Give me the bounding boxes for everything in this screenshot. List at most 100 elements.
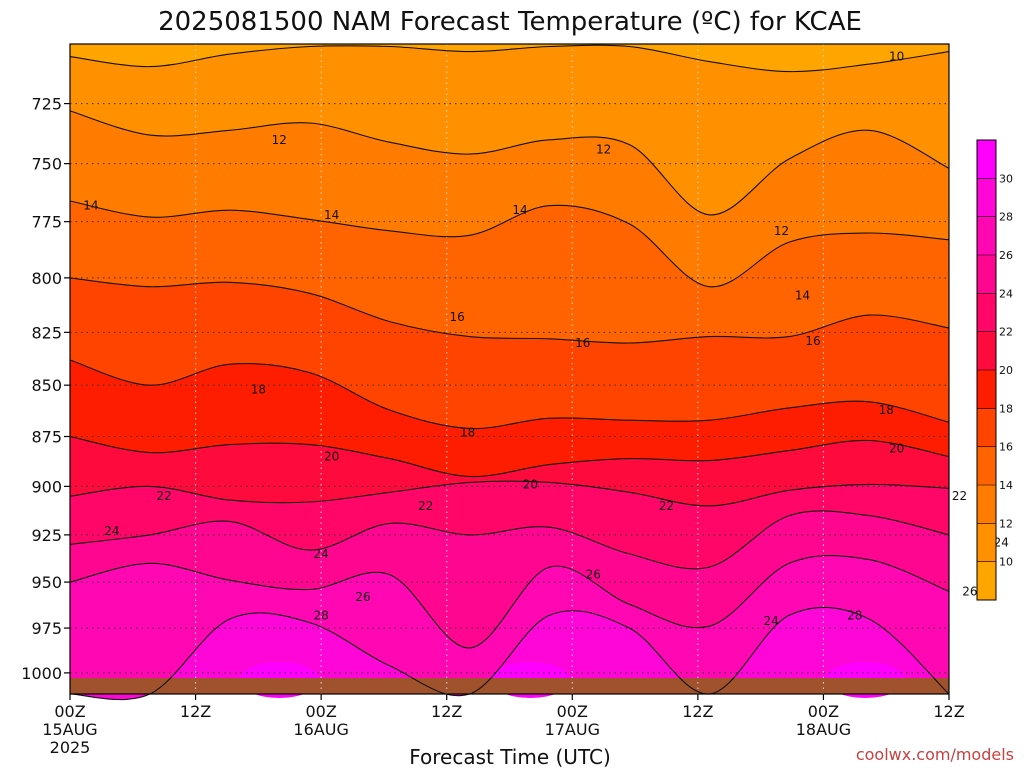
- contour-label-26: 26: [586, 568, 601, 582]
- temperature-fills: [70, 45, 949, 700]
- contour-label-12: 12: [774, 224, 789, 238]
- contour-label-18: 18: [460, 425, 475, 439]
- contour-label-22: 22: [157, 489, 172, 503]
- contour-label-14: 14: [83, 199, 98, 213]
- contour-label-24: 24: [314, 547, 329, 561]
- contour-label-24: 24: [763, 614, 778, 628]
- x-tick-label-h12-0: 12Z: [180, 702, 211, 721]
- contour-label-12: 12: [596, 142, 611, 156]
- colorbar-label-18: 18: [999, 402, 1013, 415]
- contour-label-20: 20: [889, 442, 904, 456]
- plot-area: 10 12 12 12 14 14 14 14 16 16 16 18 18 18 20 20 20 22 22 22…: [69, 43, 1009, 701]
- x-tick-label-h24-1: 16AUG: [293, 720, 348, 739]
- contour-label-22: 22: [952, 489, 967, 503]
- contour-label-28: 28: [314, 608, 329, 622]
- contour-label-26: 26: [962, 584, 977, 598]
- x-tick-label-h48-1: 17AUG: [545, 720, 600, 739]
- colorbar-segment-3: [977, 446, 996, 486]
- x-tick-label-h72-0: 00Z: [808, 702, 839, 721]
- contour-label-10: 10: [889, 50, 904, 64]
- contour-label-22: 22: [418, 499, 433, 513]
- contour-label-18: 18: [879, 403, 894, 417]
- y-tick-label-1000: 1000: [21, 664, 62, 683]
- x-tick-label-h48-0: 00Z: [557, 702, 588, 721]
- contour-labels: 10 12 12 12 14 14 14 14 16 16 16 18 18 18 20 20 20 22 22 22…: [83, 50, 1009, 628]
- colorbar-segment-10: [977, 178, 996, 218]
- y-tick-label-950: 950: [31, 573, 62, 592]
- colorbar-segment-2: [977, 485, 996, 524]
- contour-label-14: 14: [324, 208, 339, 222]
- colorbar-segment-4: [977, 408, 996, 448]
- contour-line-24: [69, 510, 950, 570]
- x-tick-label-h36-0: 12Z: [431, 702, 462, 721]
- contour-line-18: [69, 359, 950, 430]
- colorbar-label-12: 12: [999, 517, 1013, 530]
- x-tick-label-h84-0: 12Z: [933, 702, 964, 721]
- contour-label-22: 22: [659, 499, 674, 513]
- contour-label-18: 18: [251, 382, 266, 396]
- colorbar-label-24: 24: [999, 287, 1013, 300]
- contour-label-20: 20: [324, 450, 339, 464]
- colorbar-segment-1: [977, 523, 996, 563]
- colorbar-segment-5: [977, 370, 996, 409]
- y-tick-label-725: 725: [31, 95, 62, 114]
- y-tick-label-850: 850: [31, 376, 62, 395]
- colorbar-segment-6: [977, 331, 996, 371]
- y-tick-label-925: 925: [31, 526, 62, 545]
- contour-label-28: 28: [847, 608, 862, 622]
- chart-title: 2025081500 NAM Forecast Temperature (ºC)…: [158, 7, 862, 37]
- contour-line-28: [69, 606, 950, 701]
- x-tick-label-h0-2: 2025: [50, 738, 91, 757]
- contour-line-12: [69, 110, 950, 216]
- contour-label-16: 16: [450, 310, 465, 324]
- contour-line-22: [69, 480, 950, 507]
- y-tick-label-875: 875: [31, 427, 62, 446]
- contour-label-12: 12: [272, 133, 287, 147]
- colorbar-label-20: 20: [999, 364, 1013, 377]
- colorbar-label-22: 22: [999, 326, 1013, 339]
- contour-label-20: 20: [523, 477, 538, 491]
- x-tick-label-h0-0: 00Z: [54, 702, 85, 721]
- contour-label-24: 24: [104, 524, 119, 538]
- x-tick-label-h24-0: 00Z: [305, 702, 336, 721]
- colorbar-label-16: 16: [999, 441, 1013, 454]
- y-tick-label-800: 800: [31, 269, 62, 288]
- y-tick-label-825: 825: [31, 323, 62, 342]
- y-axis: 725 750 775 800 825 850 875 900 925 950 975 1000: [21, 95, 70, 683]
- y-tick-label-975: 975: [31, 619, 62, 638]
- x-tick-label-h0-1: 15AUG: [42, 720, 97, 739]
- colorbar-segment-8: [977, 255, 996, 294]
- colorbar-segment-11: [977, 140, 996, 179]
- colorbar-segment-7: [977, 293, 996, 333]
- colorbar: 10 12 14 16 18 20 22 24 26 28 30: [976, 139, 1013, 601]
- contour-label-14: 14: [512, 203, 527, 217]
- contour-label-24: 24: [994, 536, 1009, 550]
- colorbar-label-28: 28: [999, 211, 1013, 224]
- x-tick-label-h72-1: 18AUG: [796, 720, 851, 739]
- y-tick-label-750: 750: [31, 155, 62, 174]
- contour-label-16: 16: [805, 334, 820, 348]
- colorbar-segment-0: [977, 561, 996, 601]
- colorbar-label-10: 10: [999, 556, 1013, 569]
- ground-band: [70, 678, 949, 694]
- colorbar-segment-9: [977, 216, 996, 256]
- y-tick-label-775: 775: [31, 213, 62, 232]
- contour-line-14: [69, 200, 950, 288]
- colorbar-label-14: 14: [999, 479, 1013, 492]
- colorbar-label-30: 30: [999, 172, 1013, 185]
- credit-text: coolwx.com/models: [856, 745, 1014, 764]
- contour-label-26: 26: [355, 590, 370, 604]
- contour-lines: [69, 44, 950, 701]
- contour-line-26: [69, 554, 950, 649]
- contour-label-16: 16: [575, 336, 590, 350]
- colorbar-label-26: 26: [999, 249, 1013, 262]
- contour-line-10: [69, 44, 950, 73]
- x-axis-title: Forecast Time (UTC): [409, 745, 611, 768]
- contour-line-16: [69, 277, 950, 344]
- contour-label-14: 14: [795, 288, 810, 302]
- contour-line-20: [69, 435, 950, 478]
- x-tick-label-h60-0: 12Z: [682, 702, 713, 721]
- plot-frame: [69, 43, 950, 695]
